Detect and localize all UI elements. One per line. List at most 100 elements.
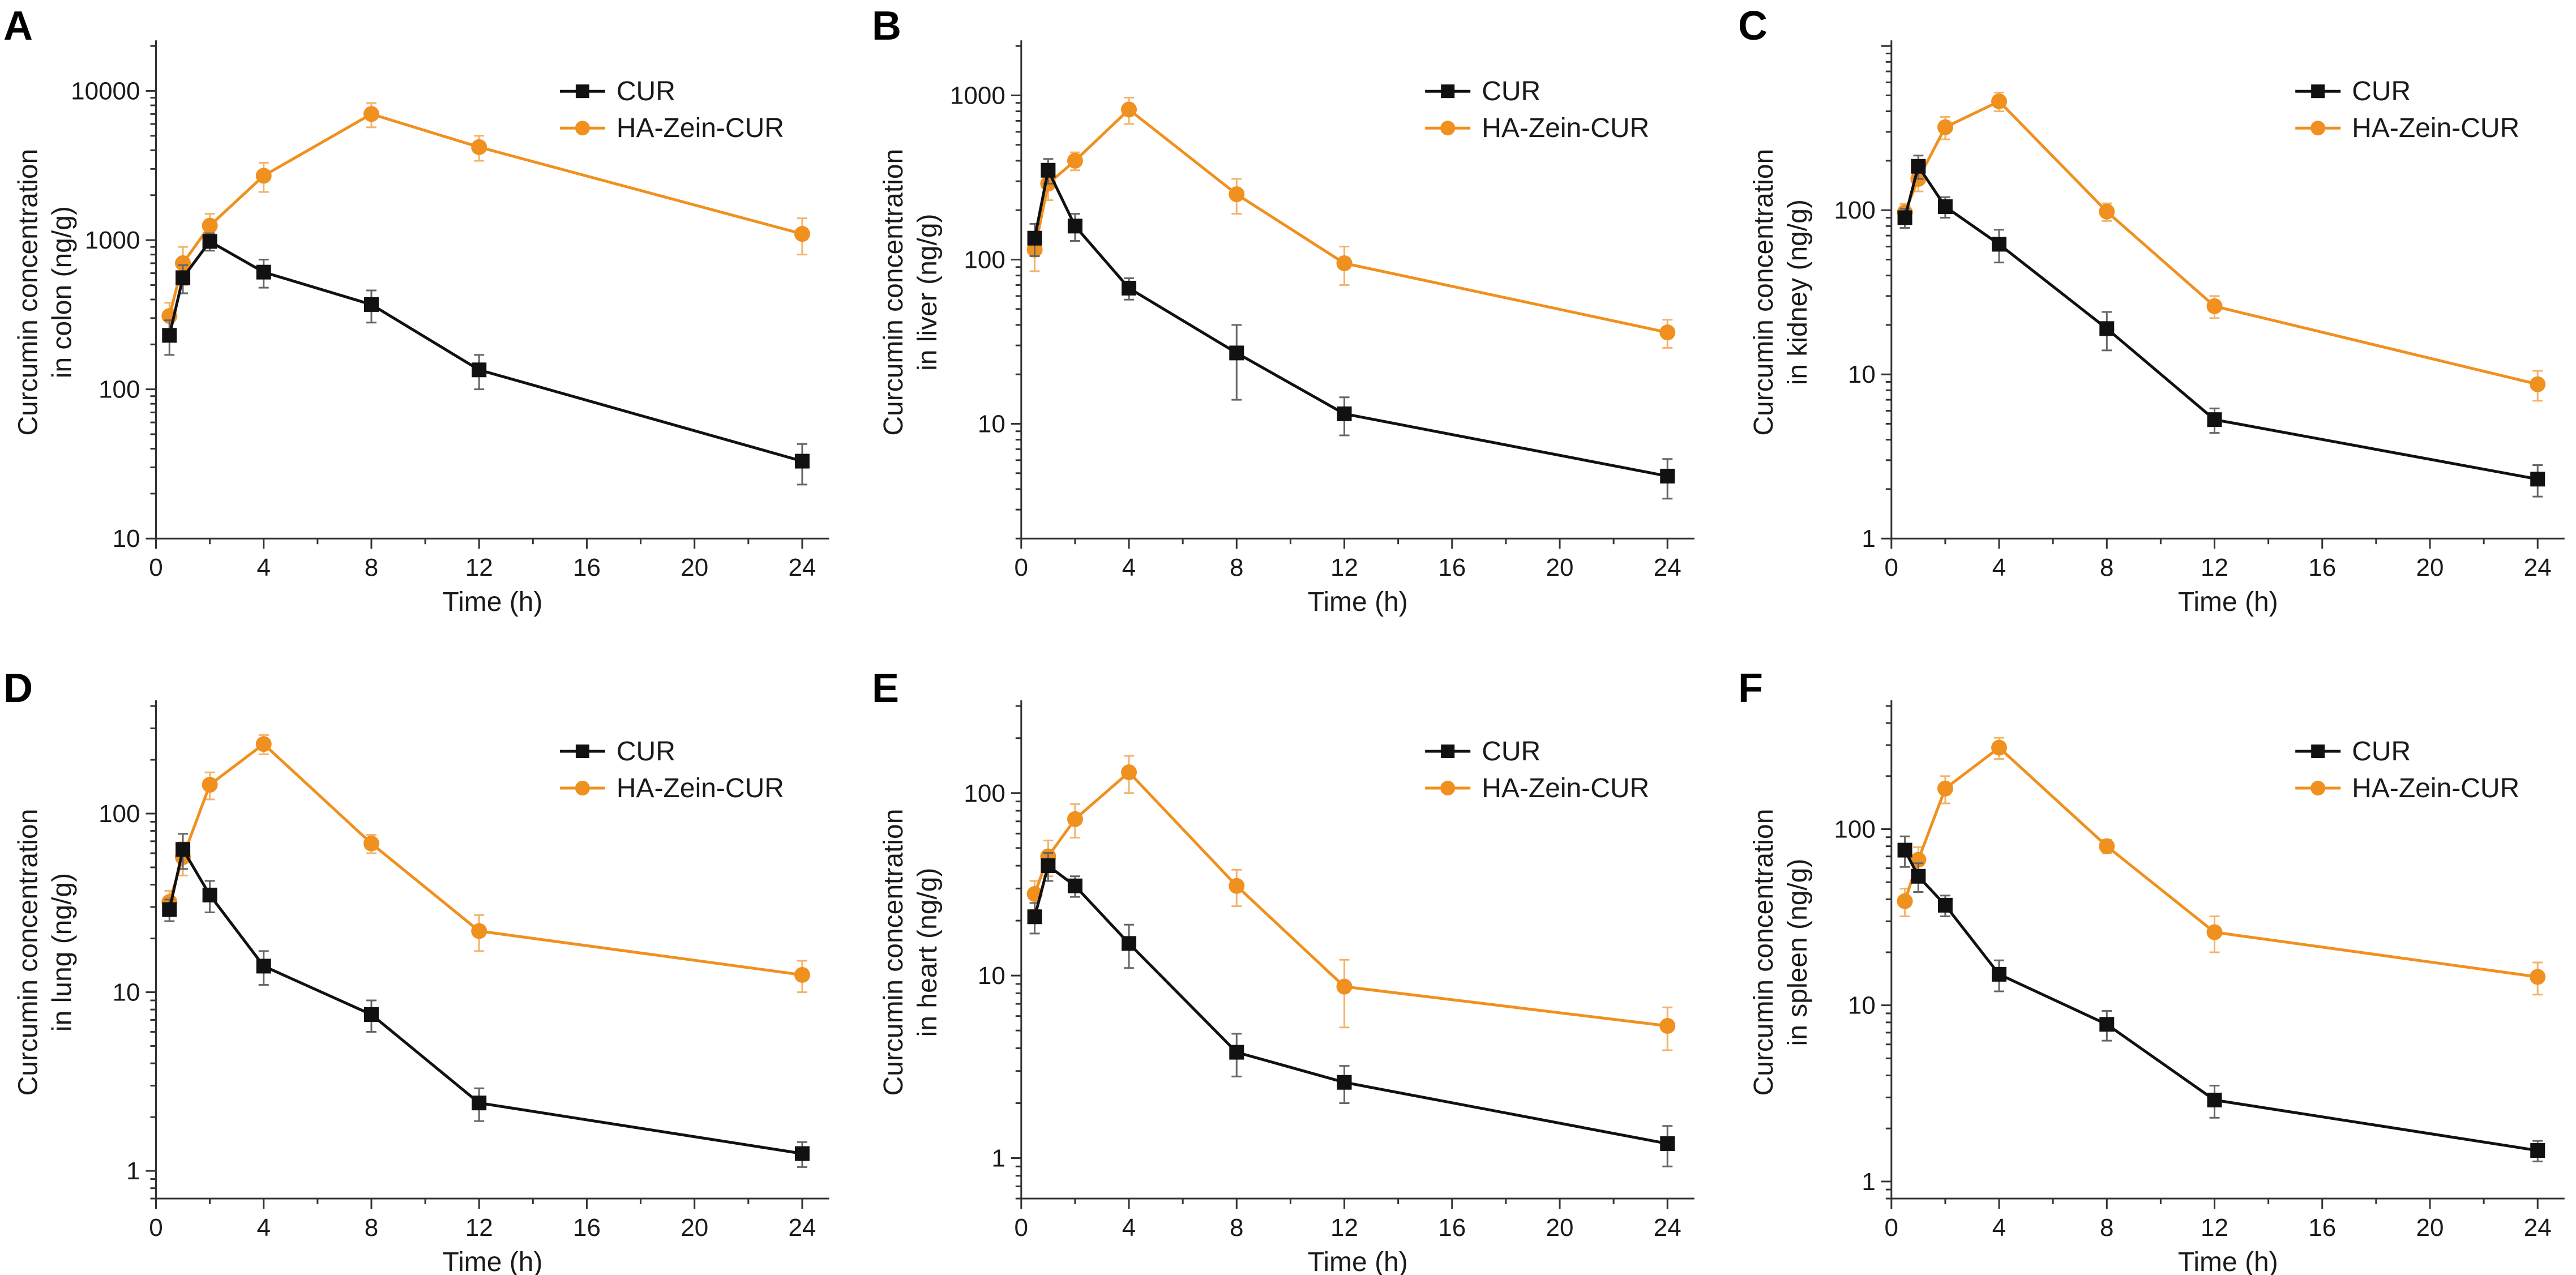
panel-letter: D	[3, 666, 33, 711]
y-axis-title-line: in colon (ng/g)	[48, 206, 78, 378]
y-axis-title-line: Curcumin concentration	[14, 809, 44, 1096]
y-axis-title-line: in spleen (ng/g)	[1783, 859, 1813, 1046]
data-point	[162, 328, 177, 343]
y-axis-title: Curcumin concentration in colon (ng/g)	[14, 149, 78, 436]
data-point	[1041, 858, 1056, 874]
legend-label: CUR	[1482, 737, 1541, 767]
x-tick-label: 12	[465, 1214, 493, 1242]
y-tick-label: 1	[1862, 1168, 1875, 1196]
y-axis-title-line: Curcumin concentration	[1749, 809, 1779, 1096]
data-point	[2207, 412, 2222, 427]
data-point	[1067, 152, 1083, 169]
legend-marker	[2310, 781, 2326, 795]
panel-c: C 0 4 8 12 16 20 24 1 10 100 Time (h) Curcumin conce…	[1738, 3, 2565, 617]
data-point	[363, 297, 379, 312]
x-tick-label: 24	[1654, 554, 1681, 581]
x-tick-label: 12	[465, 554, 493, 581]
data-point	[1229, 345, 1244, 361]
data-point	[471, 923, 487, 939]
panel-letter: F	[1738, 666, 1763, 711]
legend-marker	[1440, 121, 1456, 136]
legend-marker	[1441, 745, 1455, 758]
y-axis-title: Curcumin concentration in liver (ng/g)	[879, 149, 943, 436]
x-tick-label: 4	[256, 554, 270, 581]
data-point	[1121, 101, 1137, 118]
data-point	[2206, 924, 2223, 940]
data-point	[1122, 936, 1137, 951]
y-tick-label: 100	[1834, 816, 1875, 844]
data-point	[1992, 237, 2007, 252]
data-point	[1911, 159, 1926, 174]
series-cur	[162, 232, 810, 486]
data-point	[794, 453, 810, 469]
data-point	[175, 255, 191, 271]
data-point	[1991, 93, 2008, 110]
data-point	[256, 959, 271, 974]
x-tick-label: 4	[1992, 1214, 2006, 1242]
y-axis-title-line: Curcumin concentration	[14, 149, 44, 436]
series-cur	[1027, 852, 1675, 1167]
panel-b: B 0 4 8 12 16 20 24 10 100 1000 Time (h) Curcumin co…	[872, 3, 1694, 617]
data-point	[2206, 298, 2223, 314]
x-tick-label: 0	[1015, 1214, 1028, 1242]
data-point	[472, 362, 487, 378]
x-tick-label: 0	[1885, 554, 1898, 581]
data-point	[794, 966, 810, 983]
series-cur	[162, 833, 810, 1168]
y-tick-label: 100	[99, 800, 140, 828]
x-tick-label: 24	[2524, 554, 2552, 581]
legend-marker	[1441, 84, 1455, 99]
x-tick-label: 20	[2416, 1214, 2444, 1242]
legend-label: HA-Zein-CUR	[617, 773, 784, 803]
series-ha-zein-cur	[1897, 92, 2546, 402]
data-point	[794, 226, 810, 242]
legend-marker	[575, 121, 590, 136]
y-tick-label: 1000	[85, 226, 140, 254]
panel-f: F 0 4 8 12 16 20 24 1 10 100 Time (h) Curcumin conce…	[1738, 666, 2565, 1275]
x-tick-label: 0	[1885, 1214, 1898, 1242]
y-axis-title: Curcumin concentration in spleen (ng/g)	[1749, 809, 1813, 1096]
data-point	[1067, 811, 1083, 827]
data-point	[1229, 1045, 1244, 1060]
data-point	[1660, 1136, 1675, 1151]
data-point	[2530, 472, 2545, 487]
x-tick-label: 8	[1230, 554, 1243, 581]
series-ha-zein-cur	[1897, 737, 2546, 996]
legend-label: HA-Zein-CUR	[2352, 113, 2519, 143]
data-point	[1121, 764, 1137, 781]
x-tick-label: 20	[681, 554, 708, 581]
data-point	[2530, 376, 2546, 392]
y-tick-label: 100	[99, 376, 140, 404]
x-tick-label: 24	[788, 1214, 816, 1242]
y-axis-title: Curcumin concentration in lung (ng/g)	[14, 809, 78, 1096]
data-point	[1937, 780, 1953, 797]
x-tick-label: 4	[256, 1214, 270, 1242]
series-cur	[1027, 158, 1675, 500]
x-tick-label: 8	[2100, 1214, 2113, 1242]
x-tick-label: 4	[1122, 1214, 1136, 1242]
y-axis-title: Curcumin concentration in kidney (ng/g)	[1749, 149, 1813, 436]
x-tick-label: 24	[1654, 1214, 1681, 1242]
legend-label: HA-Zein-CUR	[1482, 773, 1649, 803]
legend: CUR HA-Zein-CUR	[559, 76, 784, 143]
x-tick-label: 8	[1230, 1214, 1243, 1242]
legend-label: CUR	[1482, 76, 1541, 106]
y-axis-title-line: in lung (ng/g)	[48, 873, 78, 1032]
y-tick-label: 10	[113, 525, 140, 553]
data-point	[1937, 199, 1953, 215]
data-point	[2530, 1143, 2545, 1158]
data-point	[176, 842, 191, 857]
x-tick-label: 8	[365, 554, 378, 581]
y-tick-label: 1	[991, 1144, 1005, 1172]
x-tick-label: 8	[365, 1214, 378, 1242]
x-tick-label: 16	[1438, 1214, 1466, 1242]
panel-d: D 0 4 8 12 16 20 24 1 10 100 Time (h) Curcumin conce…	[3, 666, 829, 1275]
data-point	[255, 736, 272, 752]
legend-label: HA-Zein-CUR	[1482, 113, 1649, 143]
y-tick-label: 100	[1834, 196, 1875, 224]
data-point	[1897, 893, 1913, 909]
data-point	[1229, 186, 1245, 203]
data-point	[1659, 1018, 1676, 1034]
x-tick-label: 20	[681, 1214, 708, 1242]
